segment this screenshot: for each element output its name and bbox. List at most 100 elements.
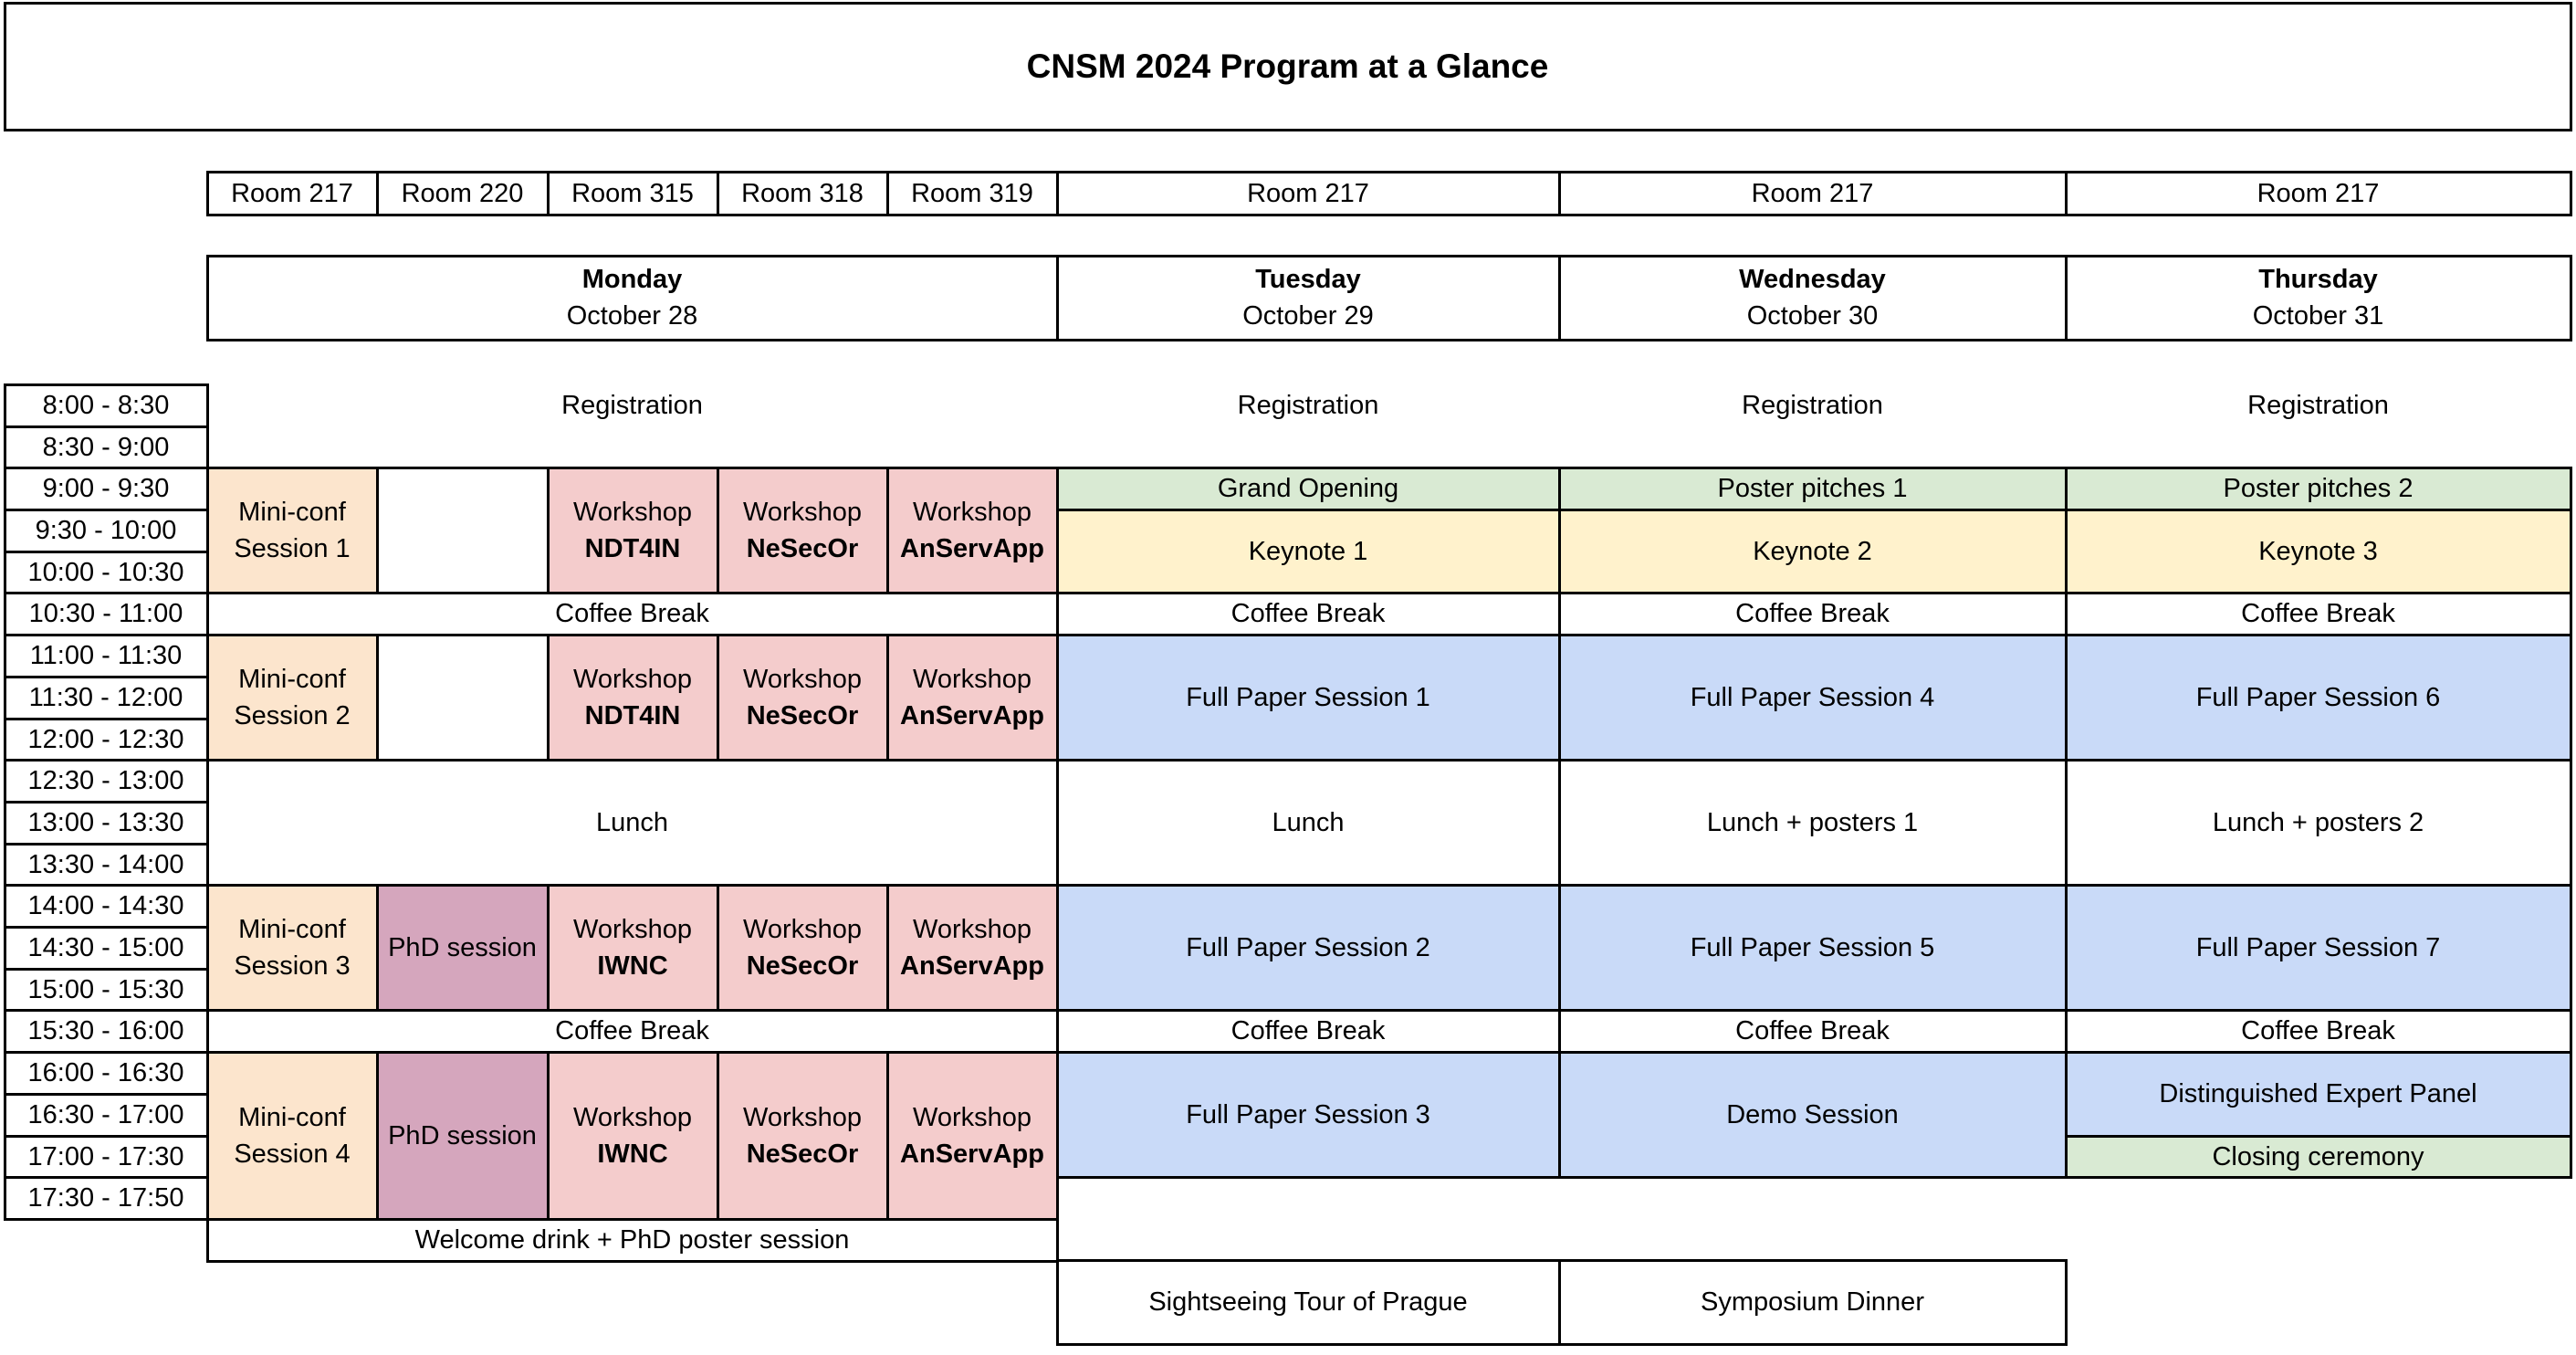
day-header-wednesday-label: Wednesday <box>1739 265 1886 294</box>
coffee-break-tuesday-pm: Coffee Break <box>1055 1008 1561 1054</box>
workshop-nesecor-evening: Workshop NeSecOr <box>716 1050 889 1221</box>
day-header-wednesday: Wednesday October 30 <box>1557 254 2068 341</box>
room-header-5-label: Room 217 <box>1247 178 1369 208</box>
time-slot-16: 16:00 - 16:30 <box>3 1050 209 1096</box>
workshop-ndt4in-morning-label: NDT4IN <box>584 533 681 563</box>
sightseeing-tour-of-prague-label: Sightseeing Tour of Prague <box>1148 1287 1468 1317</box>
time-slot-4-label: 10:00 - 10:30 <box>27 557 184 587</box>
day-header-wednesday-label: October 30 <box>1746 301 1879 331</box>
full-paper-session-2-label: Full Paper Session 2 <box>1186 932 1430 962</box>
time-slot-5-label: 10:30 - 11:00 <box>28 599 183 628</box>
keynote-2-label: Keynote 2 <box>1753 536 1872 566</box>
mini-conf-session-2: Mini-conf Session 2 <box>205 633 379 762</box>
registration-thursday-label: Registration <box>2247 391 2389 420</box>
workshop-nesecor-morning: Workshop NeSecOr <box>716 466 889 594</box>
time-slot-6: 11:00 - 11:30 <box>3 633 209 678</box>
workshop-nesecor-morning-label: NeSecOr <box>746 533 859 563</box>
coffee-break-wednesday-am: Coffee Break <box>1557 591 2068 636</box>
time-slot-2: 9:00 - 9:30 <box>3 466 209 511</box>
full-paper-session-6-label: Full Paper Session 6 <box>2195 682 2441 712</box>
coffee-break-tuesday-pm-label: Coffee Break <box>1230 1016 1386 1045</box>
workshop-anservapp-morning: Workshop AnServApp <box>885 466 1059 594</box>
time-slot-7-label: 11:30 - 12:00 <box>28 683 183 712</box>
demo-session: Demo Session <box>1557 1050 2068 1179</box>
mini-conf-session-3: Mini-conf Session 3 <box>205 883 379 1012</box>
coffee-break-tuesday-am: Coffee Break <box>1055 591 1561 636</box>
workshop-iwnc-evening: Workshop IWNC <box>546 1050 719 1221</box>
registration-monday-label: Registration <box>561 391 703 420</box>
registration-wednesday: Registration <box>1558 383 2068 428</box>
day-header-thursday-label: Thursday <box>2258 265 2378 294</box>
room-header-3: Room 318 <box>716 170 889 216</box>
time-slot-9-label: 12:30 - 13:00 <box>27 766 184 795</box>
workshop-nesecor-afternoon-label: NeSecOr <box>746 951 859 981</box>
room-header-5: Room 217 <box>1055 170 1561 216</box>
lunch-posters-1-label: Lunch + posters 1 <box>1706 807 1919 837</box>
day-header-monday: Monday October 28 <box>205 254 1059 341</box>
day-header-monday-label: Monday <box>581 265 683 294</box>
phd-session-evening-label: PhD session <box>388 1120 537 1150</box>
time-slot-1: 8:30 - 9:00 <box>3 425 209 469</box>
keynote-1-label: Keynote 1 <box>1248 536 1368 566</box>
full-paper-session-4-label: Full Paper Session 4 <box>1690 682 1935 712</box>
room-header-6: Room 217 <box>1557 170 2068 216</box>
room-header-1-label: Room 220 <box>401 178 524 208</box>
day-header-tuesday: Tuesday October 29 <box>1055 254 1561 341</box>
registration-tuesday-label: Registration <box>1237 391 1379 420</box>
coffee-break-monday-pm: Coffee Break <box>205 1008 1059 1054</box>
day-header-monday-label: October 28 <box>566 301 698 331</box>
welcome-drink-phd-poster-session: Welcome drink + PhD poster session <box>205 1217 1059 1263</box>
empty-room220-morning <box>375 466 550 594</box>
full-paper-session-5-label: Full Paper Session 5 <box>1690 932 1935 962</box>
full-paper-session-3: Full Paper Session 3 <box>1055 1050 1561 1179</box>
time-slot-14: 15:00 - 15:30 <box>3 967 209 1012</box>
time-slot-8: 12:00 - 12:30 <box>3 717 209 762</box>
phd-session-afternoon: PhD session <box>375 883 550 1012</box>
mini-conf-session-3-label: Session 3 <box>234 951 351 981</box>
day-header-thursday-label: October 31 <box>2252 301 2384 331</box>
full-paper-session-7: Full Paper Session 7 <box>2064 883 2572 1012</box>
time-slot-19: 17:30 - 17:50 <box>3 1175 209 1221</box>
coffee-break-monday-am: Coffee Break <box>205 591 1059 636</box>
coffee-break-wednesday-pm: Coffee Break <box>1557 1008 2068 1054</box>
time-slot-12-label: 14:00 - 14:30 <box>27 891 184 920</box>
workshop-anservapp-midday-label: Workshop <box>912 664 1032 694</box>
time-slot-19-label: 17:30 - 17:50 <box>27 1183 184 1213</box>
closing-ceremony-label: Closing ceremony <box>2212 1141 2424 1171</box>
registration-thursday: Registration <box>2065 383 2572 428</box>
full-paper-session-1-label: Full Paper Session 1 <box>1186 682 1430 712</box>
mini-conf-session-1: Mini-conf Session 1 <box>205 466 379 594</box>
workshop-anservapp-evening: Workshop AnServApp <box>885 1050 1059 1221</box>
workshop-anservapp-evening-label: AnServApp <box>900 1139 1044 1169</box>
time-slot-4: 10:00 - 10:30 <box>3 550 209 594</box>
time-slot-2-label: 9:00 - 9:30 <box>42 474 170 503</box>
room-header-7: Room 217 <box>2064 170 2572 216</box>
workshop-nesecor-midday-label: Workshop <box>742 664 863 694</box>
time-slot-13-label: 14:30 - 15:00 <box>27 933 184 962</box>
time-slot-10: 13:00 - 13:30 <box>3 800 209 846</box>
time-slot-7: 11:30 - 12:00 <box>3 675 209 720</box>
workshop-ndt4in-midday: Workshop NDT4IN <box>546 633 719 762</box>
coffee-break-tuesday-am-label: Coffee Break <box>1230 599 1386 628</box>
room-header-3-label: Room 318 <box>741 178 864 208</box>
empty-room220-midday <box>375 633 550 762</box>
phd-session-afternoon-label: PhD session <box>388 932 537 962</box>
keynote-3-label: Keynote 3 <box>2258 536 2378 566</box>
workshop-nesecor-midday: Workshop NeSecOr <box>716 633 889 762</box>
mini-conf-session-2-label: Session 2 <box>234 700 351 730</box>
mini-conf-session-4: Mini-conf Session 4 <box>205 1050 379 1221</box>
grand-opening: Grand Opening <box>1055 466 1561 511</box>
time-slot-0-label: 8:00 - 8:30 <box>42 391 170 420</box>
room-header-4-label: Room 319 <box>911 178 1033 208</box>
coffee-break-thursday-pm-label: Coffee Break <box>2241 1016 2395 1045</box>
grand-opening-label: Grand Opening <box>1217 474 1399 503</box>
keynote-3: Keynote 3 <box>2064 508 2572 594</box>
day-header-thursday: Thursday October 31 <box>2064 254 2572 341</box>
mini-conf-session-2-label: Mini-conf <box>238 664 346 694</box>
lunch-monday-label: Lunch <box>595 807 668 837</box>
time-slot-15: 15:30 - 16:00 <box>3 1008 209 1054</box>
workshop-iwnc-afternoon: Workshop IWNC <box>546 883 719 1012</box>
time-slot-16-label: 16:00 - 16:30 <box>27 1058 184 1087</box>
coffee-break-monday-pm-label: Coffee Break <box>555 1016 709 1045</box>
